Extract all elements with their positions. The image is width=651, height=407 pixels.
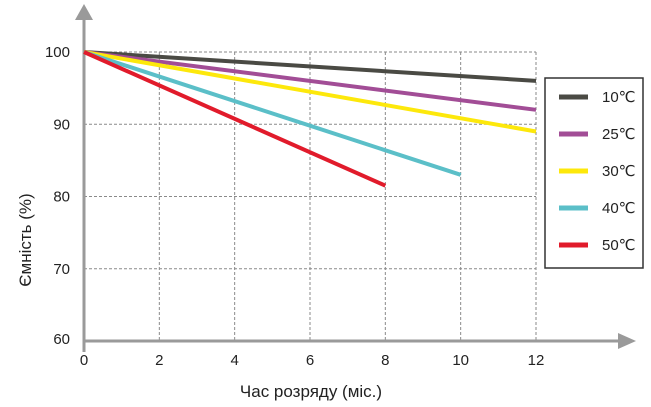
x-tick-label: 2	[155, 352, 163, 369]
series-lines	[83, 50, 537, 188]
legend-label-0: 10℃	[602, 89, 636, 106]
legend-label-3: 40℃	[602, 200, 636, 217]
x-tick-label: 0	[80, 352, 88, 369]
series-line-0	[83, 50, 537, 83]
x-axis-arrow-icon	[618, 333, 636, 349]
x-tick-label: 10	[452, 352, 469, 369]
axes	[75, 4, 636, 352]
series-line-4	[83, 50, 387, 188]
y-tick-label: 80	[53, 189, 70, 206]
grid	[84, 51, 537, 341]
legend-label-2: 30℃	[602, 163, 636, 180]
y-tick-label: 70	[53, 261, 70, 278]
y-tick-label: 90	[53, 116, 70, 133]
y-axis-arrow-icon	[75, 4, 93, 20]
x-axis-title: Час розряду (міс.)	[240, 382, 382, 401]
x-tick-label: 6	[306, 352, 314, 369]
series-line-1	[83, 50, 537, 112]
y-tick-label: 100	[45, 44, 70, 61]
x-tick-label: 8	[381, 352, 389, 369]
y-axis-title: Ємність (%)	[16, 193, 35, 286]
x-tick-label: 4	[230, 352, 238, 369]
legend: 10℃ 25℃ 30℃ 40℃ 50℃	[544, 77, 644, 269]
series-line-3	[83, 50, 462, 177]
y-tick-label: 60	[53, 331, 70, 348]
legend-label-4: 50℃	[602, 237, 636, 254]
series-line-2	[83, 50, 537, 134]
legend-label-1: 25℃	[602, 126, 636, 143]
tick-labels: 0 2 4 6 8 10 12 60 70 80 90 100	[45, 44, 544, 369]
x-tick-label: 12	[528, 352, 545, 369]
